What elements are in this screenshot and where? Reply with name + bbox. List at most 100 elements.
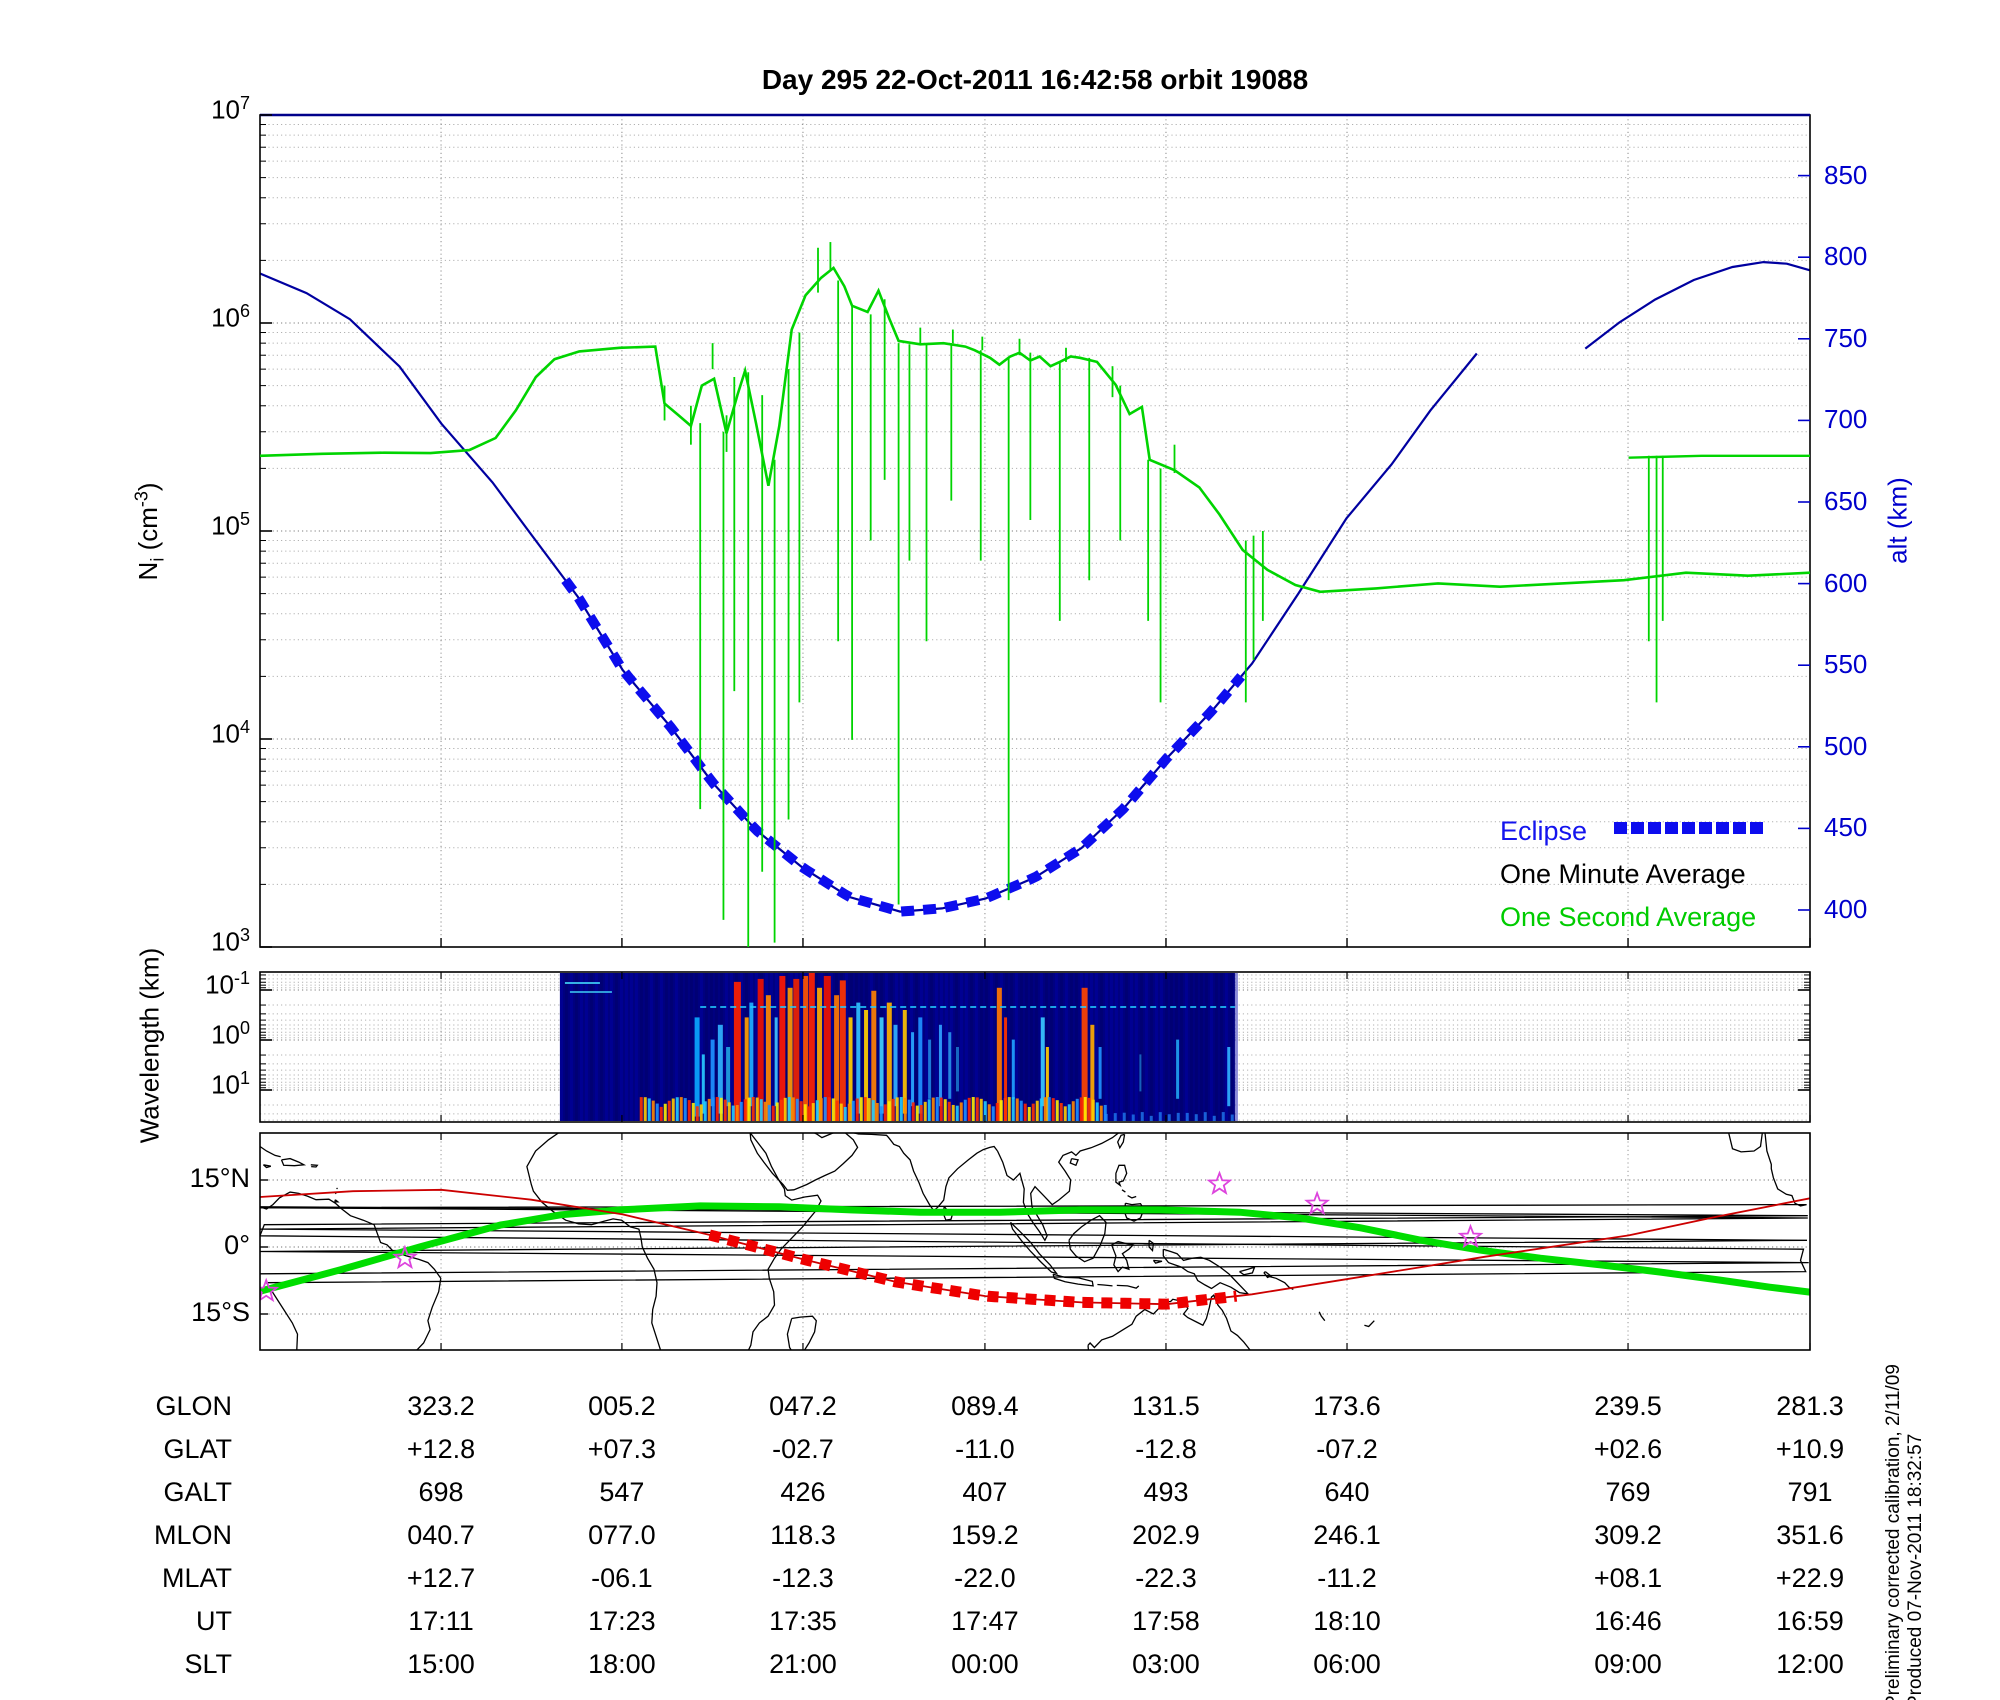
eclipse-marker-square — [1648, 822, 1661, 834]
spectrogram-bottom-band-bar — [807, 1106, 811, 1121]
table-cell-ut-1: 17:23 — [588, 1606, 656, 1636]
magnetic-equator-line — [260, 1202, 1810, 1296]
spectrogram-bottom-band-bar — [915, 1105, 919, 1121]
spectrogram-streak — [808, 973, 815, 1121]
spectrogram-bottom-band-bar — [1043, 1097, 1047, 1121]
coastline — [310, 1164, 319, 1168]
table-cell-glat-0: +12.8 — [406, 1434, 476, 1464]
table-cell-mlon-2: 118.3 — [770, 1520, 836, 1550]
spectrogram-bottom-band-bar — [987, 1104, 991, 1121]
table-cell-slt-4: 03:00 — [1132, 1649, 1200, 1679]
coastline — [1364, 1320, 1375, 1328]
spectrogram-noise-stripe — [699, 973, 703, 1121]
spectrogram-noise-stripe — [944, 973, 948, 1121]
spectrogram-bottom-band-bar — [715, 1097, 719, 1121]
table-cell-glon-0: 323.2 — [407, 1391, 475, 1421]
spectrogram-bottom-band-bar — [699, 1104, 703, 1121]
eclipse-marker-square — [1682, 822, 1695, 834]
spectrogram-noise-stripe — [929, 973, 933, 1121]
spectrogram-bottom-band-bar — [727, 1102, 731, 1121]
spectrogram-streak — [1098, 1047, 1102, 1099]
table-cell-mlat-0: +12.7 — [406, 1563, 476, 1593]
table-cell-glat-2: -02.7 — [772, 1434, 834, 1464]
eclipse-marker-square — [1733, 822, 1746, 834]
spectrogram-noise-stripe — [1224, 973, 1228, 1121]
spectrogram-noise-stripe — [679, 973, 683, 1121]
spectrogram-bottom-band-bar — [839, 1103, 843, 1121]
spectrogram-streak — [817, 987, 823, 1121]
spectrogram-streak — [765, 995, 771, 1121]
star-marker — [392, 1244, 418, 1270]
exponent: 1 — [239, 1068, 250, 1088]
spectrogram-streak — [1139, 1054, 1142, 1092]
spectrogram-noise-stripe — [989, 973, 993, 1121]
spectrogram-bottom-band-bar — [655, 1103, 659, 1121]
ground-track-map-panel — [259, 1132, 1811, 1351]
spectrogram-bottom-band-bar — [1140, 1112, 1144, 1121]
coastline — [336, 1187, 338, 1190]
spectrogram-bottom-band-bar — [931, 1097, 935, 1121]
spectrogram-bottom-band-bar — [707, 1098, 711, 1121]
spectrogram-noise-stripe — [1234, 973, 1238, 1121]
table-row-label-ut: UT — [196, 1606, 232, 1636]
table-row-label-mlon: MLON — [153, 1520, 232, 1550]
table-cell-ut-2: 17:35 — [769, 1606, 837, 1636]
spectrogram-bottom-band-bar — [1104, 1113, 1108, 1121]
spectrogram-bottom-band-bar — [999, 1100, 1003, 1121]
spectrogram-bottom-band-bar — [951, 1104, 955, 1121]
spectrogram-streak — [1004, 1017, 1008, 1121]
spectrogram-noise-stripe — [1034, 973, 1038, 1121]
spectrogram-streak — [848, 1017, 853, 1121]
spectrogram-noise-stripe — [969, 973, 973, 1121]
spectrogram-bottom-band-bar — [755, 1097, 759, 1121]
spectrogram-bottom-band-bar — [1099, 1105, 1103, 1121]
spectrogram-bottom-band-bar — [1059, 1103, 1063, 1121]
spectrogram-bottom-band-bar — [751, 1097, 755, 1121]
coastline — [1123, 1202, 1145, 1222]
coastline — [260, 1145, 281, 1158]
spectrogram-noise-stripe — [1154, 973, 1158, 1121]
spectrogram-bottom-band-bar — [955, 1105, 959, 1121]
spectrogram-streak — [918, 1017, 923, 1114]
spectrogram-streak — [744, 1017, 749, 1121]
spectrogram-bottom-band-bar — [883, 1104, 887, 1121]
spectrogram-bottom-band-bar — [1079, 1097, 1083, 1121]
one-minute-average-line — [259, 266, 1811, 593]
spectrogram-bottom-band-bar — [663, 1103, 667, 1121]
legend-one-second-label: One Second Average — [1500, 902, 1757, 932]
footnote-line-1: Preliminary corrected calibration, 2/11/… — [1883, 1364, 1904, 1700]
coastline — [262, 1164, 271, 1169]
spectrogram-noise-stripe — [1209, 973, 1213, 1121]
coastline — [996, 1133, 1120, 1242]
alt-tick-label: 500 — [1824, 730, 1868, 761]
wavelength-tick-label: 101 — [211, 1068, 250, 1100]
spectrogram-streak — [1081, 987, 1088, 1121]
spectrogram-noise-stripe — [1149, 973, 1153, 1121]
table-cell-slt-1: 18:00 — [588, 1649, 656, 1679]
table-cell-slt-0: 15:00 — [407, 1649, 475, 1679]
spectrogram-streak — [701, 1054, 705, 1114]
table-cell-mlon-3: 159.2 — [951, 1520, 1019, 1550]
coastline — [1110, 1240, 1135, 1273]
spectrogram-bottom-band-bar — [1023, 1103, 1027, 1121]
spectrogram-streak — [1227, 1047, 1231, 1107]
spectrogram-bottom-band-bar — [979, 1098, 983, 1121]
spectrogram-noise-stripe — [924, 973, 928, 1121]
spectrogram-bottom-band-bar — [1003, 1098, 1007, 1121]
table-cell-glat-4: -12.8 — [1135, 1434, 1197, 1464]
spectrogram-bottom-band-bar — [775, 1102, 779, 1121]
spectrogram-noise-stripe — [1164, 973, 1168, 1121]
exponent: 6 — [239, 301, 250, 321]
ground-track-line — [260, 1188, 1810, 1306]
spectrogram-noise-stripe — [1134, 973, 1138, 1121]
spectrogram-noise-stripe — [1024, 973, 1028, 1121]
spectrogram-noise-stripe — [1059, 973, 1063, 1121]
exponent: 7 — [239, 93, 250, 113]
table-row-label-galt: GALT — [163, 1477, 232, 1507]
spectrogram-bottom-band-bar — [675, 1097, 679, 1121]
spectrogram-noise-stripe — [844, 973, 848, 1121]
spectrogram-bottom-band-bar — [919, 1104, 923, 1121]
spectrogram-noise-stripe — [1219, 973, 1223, 1121]
map-lat-label: 15°S — [191, 1297, 250, 1327]
eclipse-marker-square — [1699, 822, 1712, 834]
